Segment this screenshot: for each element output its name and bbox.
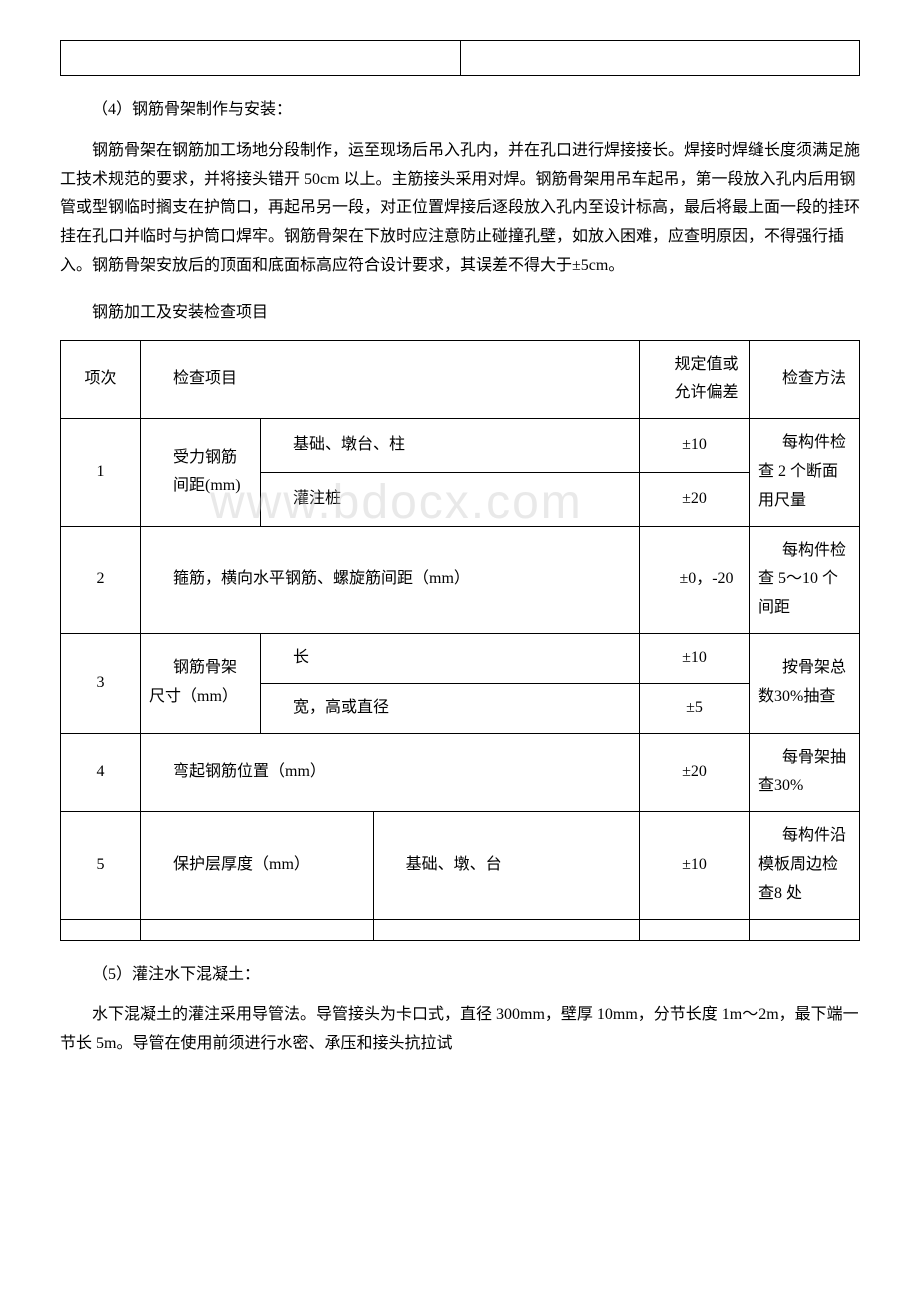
table-empty-row <box>61 919 860 940</box>
empty-cell <box>141 919 374 940</box>
row3-num: 3 <box>61 633 141 733</box>
row1-num: 1 <box>61 419 141 526</box>
row4-val: ±20 <box>640 733 750 812</box>
row5-method: 每构件沿模板周边检查8 处 <box>750 812 860 919</box>
row3-item: 钢筋骨架尺寸（mm） <box>141 633 261 733</box>
section5-body: 水下混凝土的灌注采用导管法。导管接头为卡口式，直径 300mm，壁厚 10mm，… <box>60 1001 860 1059</box>
empty-cell <box>640 919 750 940</box>
table-row: 4 弯起钢筋位置（mm） ±20 每骨架抽查30% <box>61 733 860 812</box>
section4-heading: （4）钢筋骨架制作与安装： <box>60 96 860 125</box>
inspection-table: 项次 检查项目 规定值或 允许偏差 检查方法 1 受力钢筋 间距(mm) <box>60 340 860 941</box>
row5-sub: 基础、墩、台 <box>373 812 639 919</box>
empty-cell-left <box>61 41 461 76</box>
table-row: 5 保护层厚度（mm） 基础、墩、台 ±10 每构件沿模板周边检查8 处 <box>61 812 860 919</box>
row3-val2: ±5 <box>640 683 750 733</box>
header-col4: 检查方法 <box>750 340 860 419</box>
row3-sub2: 宽，高或直径 <box>261 683 640 733</box>
row1-method: 每构件检查 2 个断面用尺量 <box>750 419 860 526</box>
section5-heading: （5）灌注水下混凝土： <box>60 961 860 990</box>
empty-cell-right <box>460 41 860 76</box>
header-col3: 规定值或 允许偏差 <box>640 340 750 419</box>
row4-item: 弯起钢筋位置（mm） <box>141 733 640 812</box>
row1-val1: ±10 <box>640 419 750 473</box>
table-title: 钢筋加工及安装检查项目 <box>60 299 860 328</box>
row5-item: 保护层厚度（mm） <box>141 812 374 919</box>
empty-two-cell-table <box>60 40 860 76</box>
table-header-row: 项次 检查项目 规定值或 允许偏差 检查方法 <box>61 340 860 419</box>
row2-val: ±0，-20 <box>640 526 750 633</box>
row3-method: 按骨架总数30%抽查 <box>750 633 860 733</box>
row5-num: 5 <box>61 812 141 919</box>
row1-sub1: 基础、墩台、柱 <box>261 419 640 473</box>
table-row: 1 受力钢筋 间距(mm) 基础、墩台、柱 ±10 每构件检查 2 个断面用尺量 <box>61 419 860 473</box>
row3-val1: ±10 <box>640 633 750 683</box>
header-col1: 项次 <box>61 340 141 419</box>
table-row: 2 箍筋，横向水平钢筋、螺旋筋间距（mm） ±0，-20 每构件检查 5～10 … <box>61 526 860 633</box>
row2-method: 每构件检查 5～10 个间距 <box>750 526 860 633</box>
table-row: 3 钢筋骨架尺寸（mm） 长 ±10 按骨架总数30%抽查 <box>61 633 860 683</box>
row1-item: 受力钢筋 间距(mm) <box>141 419 261 526</box>
empty-cell <box>373 919 639 940</box>
row3-sub1: 长 <box>261 633 640 683</box>
row4-method: 每骨架抽查30% <box>750 733 860 812</box>
header-col2: 检查项目 <box>141 340 640 419</box>
empty-cell <box>61 919 141 940</box>
row5-val: ±10 <box>640 812 750 919</box>
empty-cell <box>750 919 860 940</box>
row2-item: 箍筋，横向水平钢筋、螺旋筋间距（mm） <box>141 526 640 633</box>
row4-num: 4 <box>61 733 141 812</box>
section4-body: 钢筋骨架在钢筋加工场地分段制作，运至现场后吊入孔内，并在孔口进行焊接接长。焊接时… <box>60 137 860 281</box>
row2-num: 2 <box>61 526 141 633</box>
row1-sub2: 灌注桩 <box>261 472 640 526</box>
row1-val2: ±20 <box>640 472 750 526</box>
